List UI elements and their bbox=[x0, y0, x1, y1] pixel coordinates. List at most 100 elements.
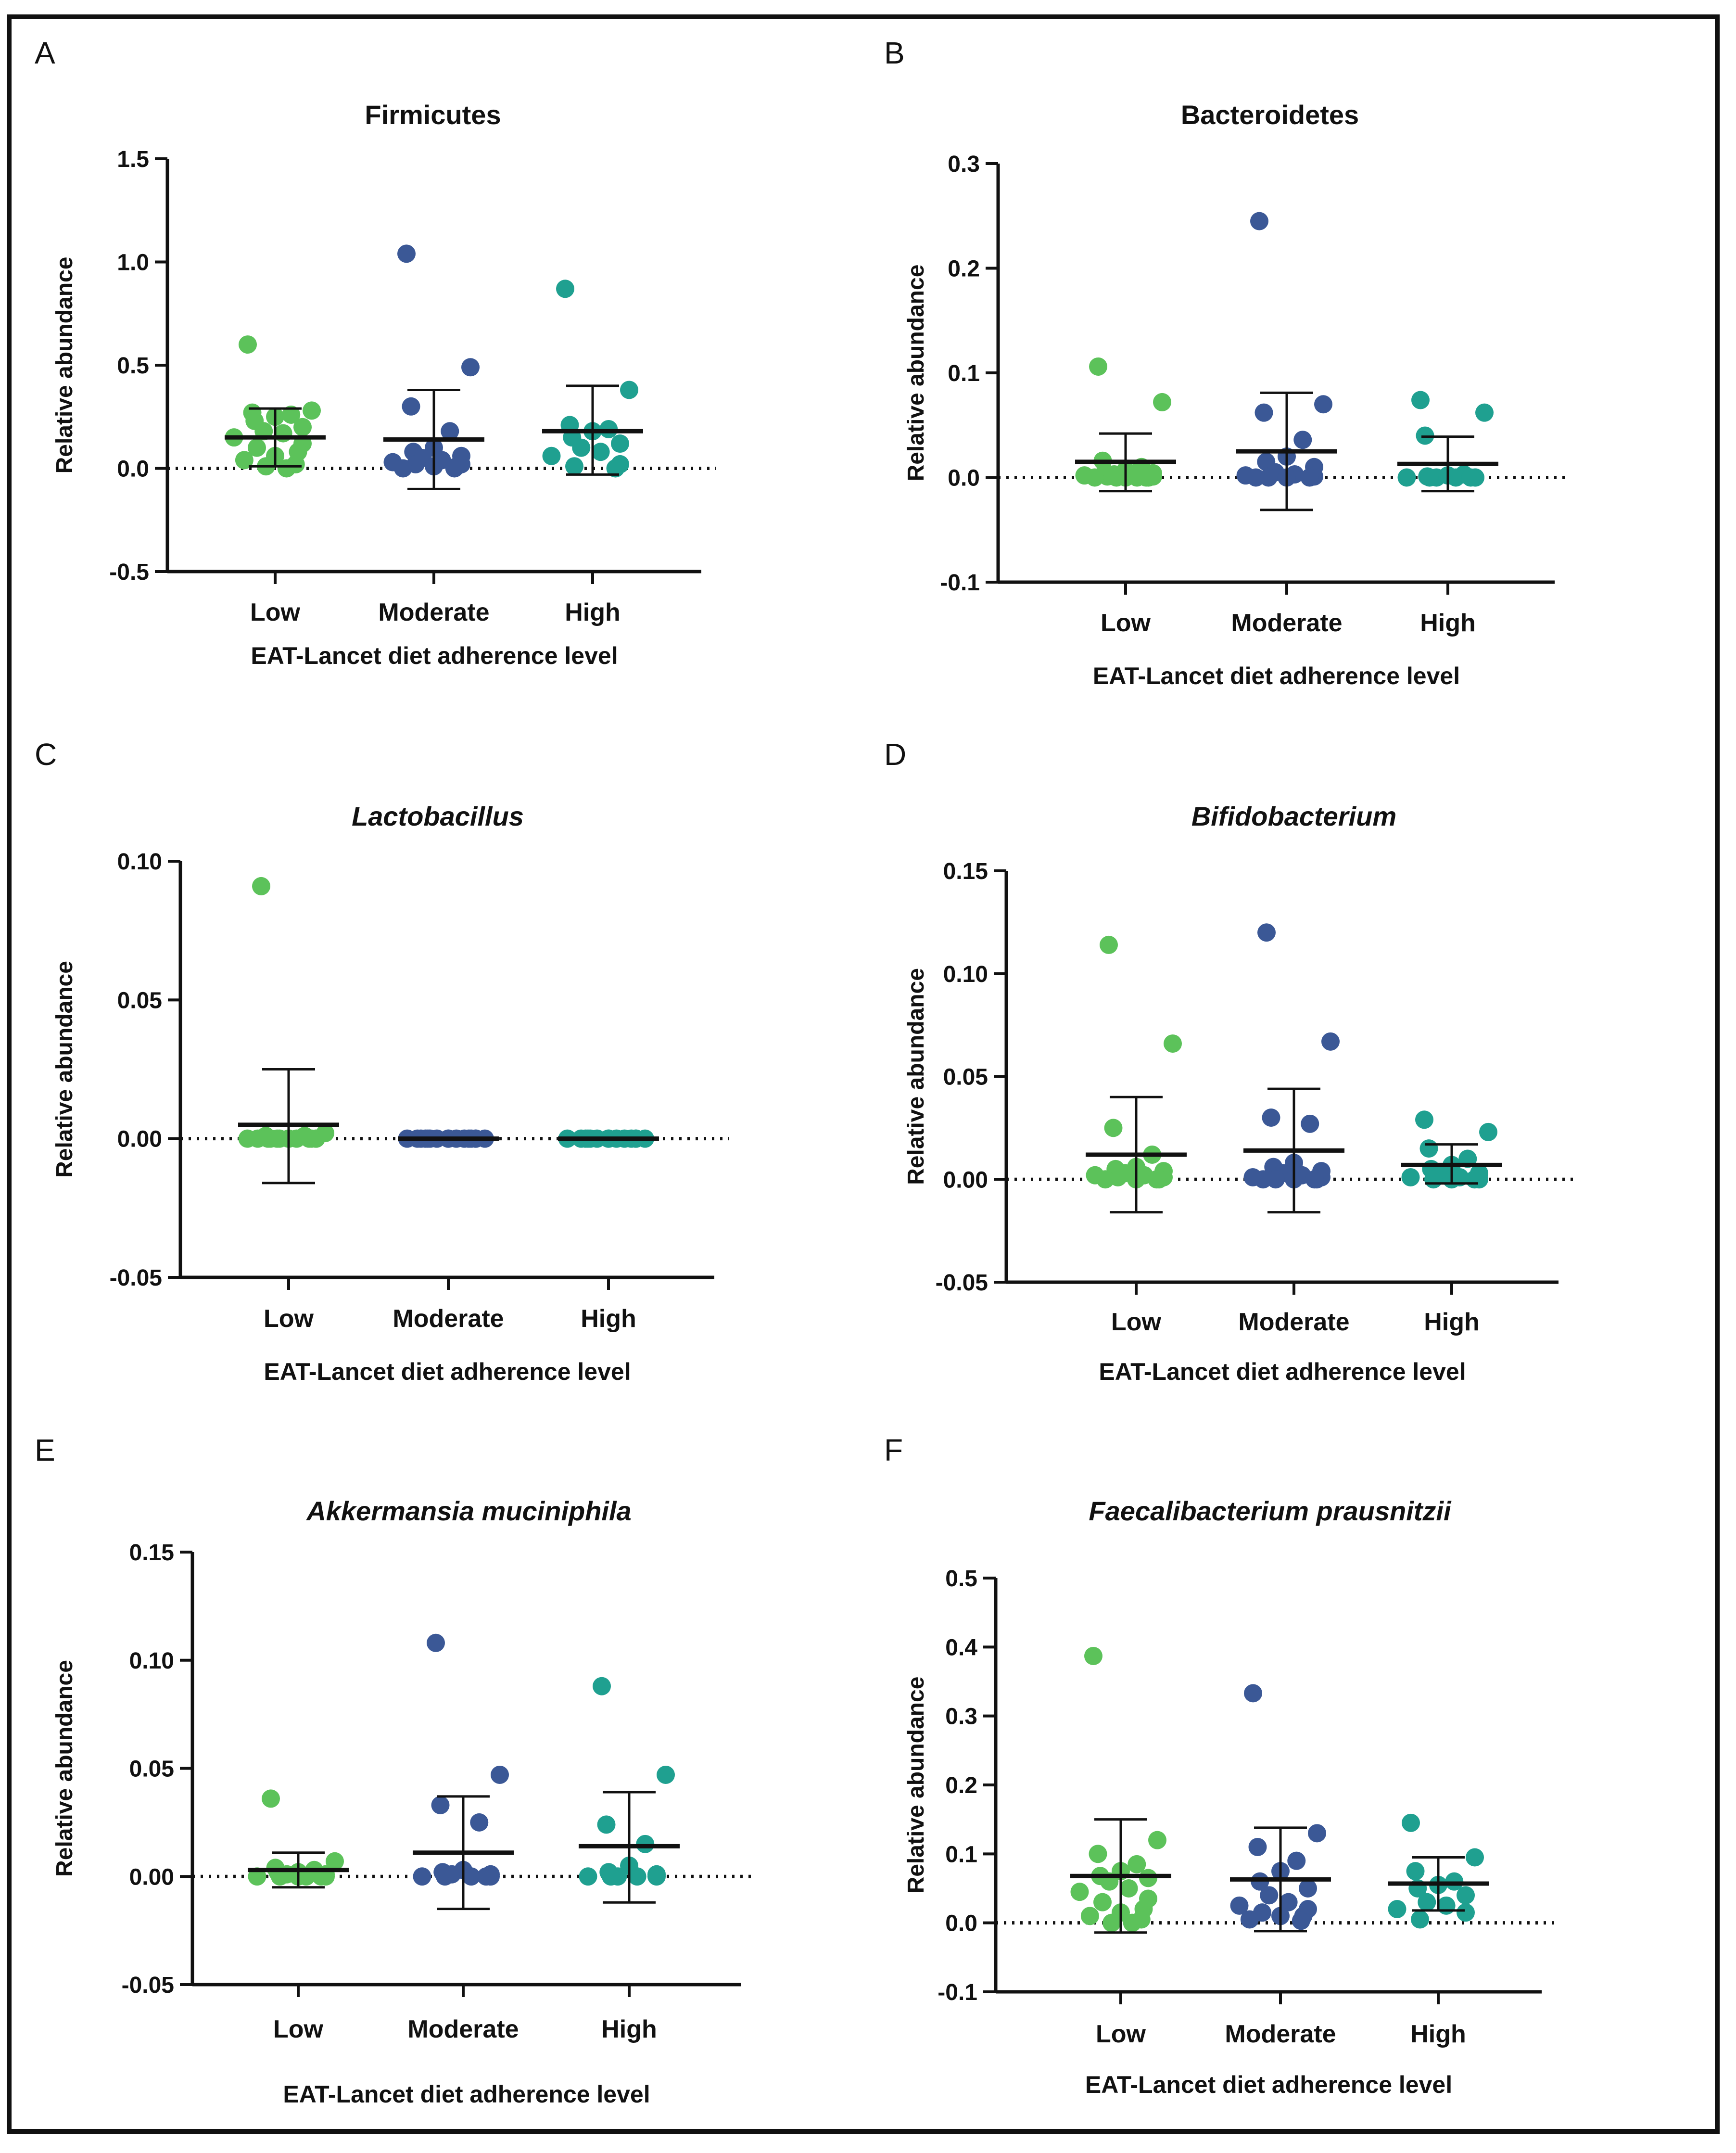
data-point bbox=[431, 1796, 450, 1814]
series-high bbox=[542, 280, 643, 478]
data-point bbox=[1301, 1114, 1319, 1133]
x-axis-title: EAT-Lancet diet adherence level bbox=[1093, 662, 1460, 689]
y-axis-title: Relative abundance bbox=[903, 968, 929, 1185]
data-point bbox=[1254, 1170, 1272, 1189]
data-point bbox=[1305, 1170, 1324, 1189]
series-moderate bbox=[383, 244, 484, 490]
data-point bbox=[1402, 1813, 1420, 1832]
data-point bbox=[235, 451, 253, 470]
data-point bbox=[1107, 468, 1126, 487]
y-tick-label: 0.00 bbox=[943, 1167, 988, 1193]
data-point bbox=[1287, 1851, 1306, 1870]
chart-title: Bifidobacterium bbox=[1191, 801, 1396, 831]
series-low bbox=[225, 335, 326, 478]
data-point bbox=[445, 459, 464, 478]
data-point bbox=[1147, 1170, 1166, 1189]
data-point bbox=[602, 1867, 620, 1886]
x-category-label: Low bbox=[1096, 2020, 1146, 2048]
data-point bbox=[461, 358, 480, 377]
y-tick-label: -0.05 bbox=[122, 1973, 174, 1998]
data-point bbox=[1388, 1900, 1407, 1918]
x-axis-title: EAT-Lancet diet adherence level bbox=[283, 2081, 650, 2108]
data-point bbox=[300, 1129, 318, 1148]
y-tick-label: 0.00 bbox=[117, 1127, 162, 1152]
chart-title: Bacteroidetes bbox=[1181, 100, 1359, 130]
data-point bbox=[436, 1867, 454, 1886]
x-category-label: Low bbox=[1111, 1308, 1162, 1336]
data-point bbox=[293, 418, 312, 436]
data-point bbox=[1475, 403, 1494, 422]
y-tick-label: 0.2 bbox=[948, 256, 980, 282]
data-point bbox=[611, 434, 629, 453]
y-tick-label: -0.05 bbox=[936, 1270, 988, 1296]
x-category-label: Low bbox=[250, 599, 301, 626]
chart-title: Firmicutes bbox=[365, 100, 501, 130]
y-tick-label: -0.05 bbox=[110, 1265, 162, 1291]
series-low bbox=[1075, 357, 1176, 493]
y-tick-label: 0.10 bbox=[117, 849, 162, 875]
series-low bbox=[238, 877, 339, 1185]
data-point bbox=[1084, 1646, 1102, 1665]
y-axis-title: Relative abundance bbox=[903, 265, 929, 482]
data-point bbox=[1465, 1170, 1484, 1189]
y-tick-label: 0.00 bbox=[129, 1864, 174, 1890]
data-point bbox=[402, 397, 420, 416]
y-axis-title: Relative abundance bbox=[52, 961, 77, 1178]
data-point bbox=[593, 1677, 611, 1695]
series-high bbox=[558, 1129, 659, 1148]
data-point bbox=[1411, 1910, 1429, 1929]
y-tick-label: 0.2 bbox=[945, 1773, 977, 1798]
data-point bbox=[1461, 468, 1480, 487]
data-point bbox=[1292, 1911, 1310, 1930]
panel-F: F Faecalibacterium prausnitzii -0.1 0.0 0.1 0… bbox=[884, 1433, 1556, 2098]
y-tick-label: 0.05 bbox=[117, 988, 162, 1013]
data-point bbox=[248, 438, 266, 457]
data-point bbox=[491, 1765, 509, 1784]
data-point bbox=[542, 446, 561, 465]
series-high bbox=[579, 1677, 680, 1904]
panel-E: E Akkermansia muciniphila -0.05 0.00 0.05 0.1… bbox=[35, 1433, 755, 2108]
data-point bbox=[579, 1867, 597, 1886]
data-point bbox=[1230, 1896, 1249, 1915]
series-moderate bbox=[413, 1633, 514, 1911]
y-tick-label: 0.0 bbox=[948, 466, 980, 491]
y-axis-title: Relative abundance bbox=[52, 257, 77, 474]
y-tick-label: 1.0 bbox=[117, 250, 149, 276]
data-point bbox=[1085, 468, 1104, 487]
x-category-label: Moderate bbox=[393, 1305, 504, 1333]
data-point bbox=[565, 457, 583, 476]
x-category-label: Moderate bbox=[1238, 1308, 1349, 1336]
x-category-label: Moderate bbox=[378, 599, 489, 626]
panel-label: A bbox=[35, 36, 55, 70]
chart-title: Akkermansia muciniphila bbox=[305, 1496, 631, 1526]
data-point bbox=[1250, 212, 1268, 230]
series-low bbox=[1086, 935, 1187, 1214]
data-point bbox=[1164, 1034, 1182, 1053]
y-tick-label: 0.4 bbox=[945, 1635, 977, 1660]
y-tick-label: 0.05 bbox=[943, 1065, 988, 1090]
data-point bbox=[1248, 1838, 1267, 1856]
y-tick-label: 0.0 bbox=[117, 457, 149, 482]
data-point bbox=[441, 422, 459, 441]
x-category-label: High bbox=[581, 1305, 636, 1333]
y-tick-label: 0.1 bbox=[948, 361, 980, 386]
data-point bbox=[397, 244, 416, 263]
y-tick-label: -0.1 bbox=[940, 570, 980, 596]
data-point bbox=[1457, 1886, 1475, 1905]
x-category-label: High bbox=[1424, 1308, 1480, 1336]
data-point bbox=[1089, 1845, 1107, 1863]
data-point bbox=[1415, 1110, 1433, 1129]
data-point bbox=[270, 1129, 289, 1148]
data-point bbox=[1437, 1896, 1456, 1915]
x-category-label: Moderate bbox=[407, 2015, 519, 2043]
data-point bbox=[1457, 1903, 1475, 1922]
x-axis-title: EAT-Lancet diet adherence level bbox=[251, 642, 618, 669]
data-point bbox=[1070, 1883, 1089, 1901]
series-high bbox=[1397, 391, 1498, 493]
data-point bbox=[1148, 1831, 1166, 1849]
data-point bbox=[1479, 1122, 1497, 1141]
data-point bbox=[252, 877, 270, 895]
data-point bbox=[1267, 1170, 1285, 1189]
data-point bbox=[1240, 1910, 1259, 1929]
chart-title: Faecalibacterium prausnitzii bbox=[1089, 1496, 1452, 1526]
